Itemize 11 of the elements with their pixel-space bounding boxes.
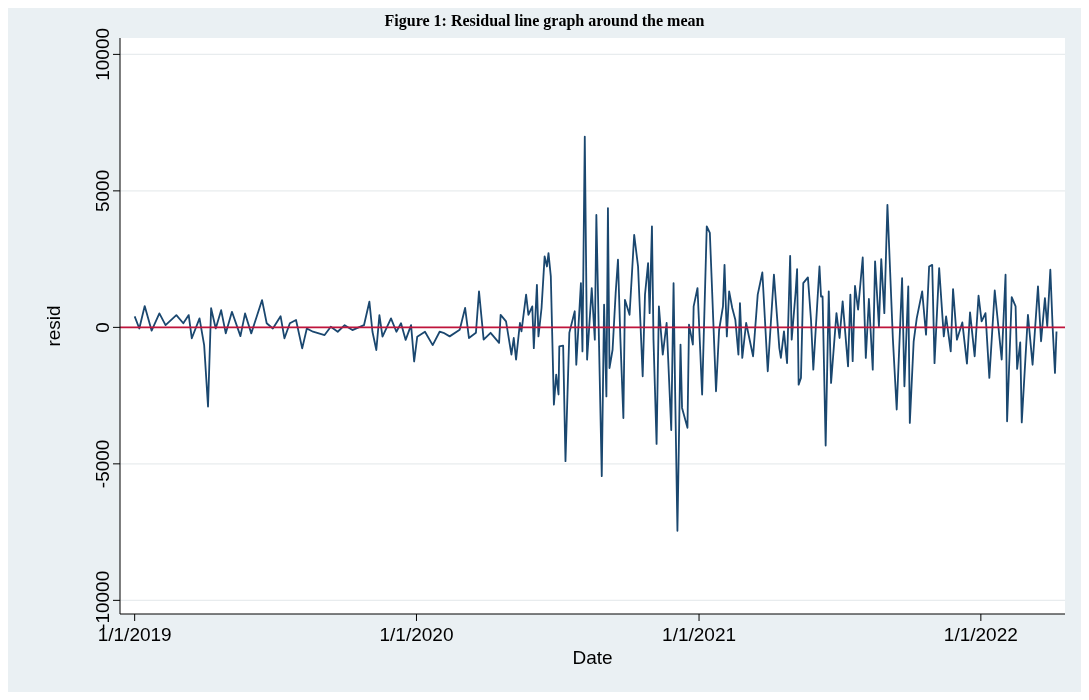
line-series [133, 135, 1058, 532]
x-axis-title: Date [572, 647, 613, 668]
x-tick-label: 1/1/2022 [943, 624, 1018, 645]
y-axis-title: resid [43, 305, 64, 347]
x-tick-label: 1/1/2020 [379, 624, 454, 645]
y-tick-label: -5000 [92, 439, 113, 489]
y-tick-label: 0 [92, 322, 113, 333]
chart-title: Figure 1: Residual line graph around the mean [384, 12, 705, 30]
y-tick-label: 5000 [92, 169, 113, 213]
x-tick-label: 1/1/2021 [662, 624, 737, 645]
y-tick-label: 10000 [92, 27, 113, 81]
